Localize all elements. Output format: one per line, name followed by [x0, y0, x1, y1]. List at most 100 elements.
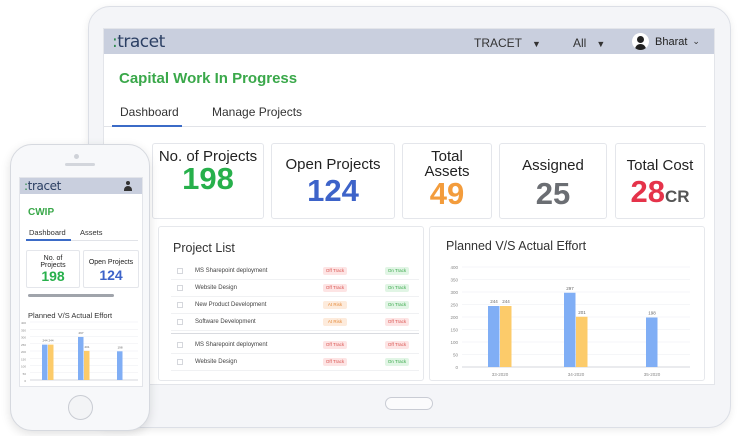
y-tick-label: 50 [23, 372, 27, 376]
data-label: 244 [490, 299, 498, 304]
chart-bar [646, 317, 658, 367]
tab-divider [104, 126, 706, 127]
y-tick-label: 200 [450, 315, 458, 320]
x-tick-label: 33-2020 [42, 386, 53, 387]
status-badge: On Track [385, 267, 409, 275]
mobile-tab-assets[interactable]: Assets [80, 228, 103, 237]
data-label: 198 [117, 345, 122, 349]
project-row[interactable]: Website Design Off Track On Track [171, 281, 419, 297]
tablet-home-button [385, 397, 433, 410]
y-tick-label: 50 [453, 353, 459, 358]
caret-down-icon: ▼ [596, 39, 606, 49]
chart-bar [564, 292, 576, 367]
status-badge: Off Track [385, 341, 409, 349]
y-tick-label: 350 [450, 278, 458, 283]
y-tick-label: 100 [450, 340, 458, 345]
chart-bar [488, 306, 500, 367]
kpi-label: Open Projects [285, 156, 381, 173]
row-checkbox[interactable] [177, 285, 183, 291]
phone-speaker [65, 163, 95, 166]
project-row[interactable]: Software Development At Risk Off Track [171, 315, 419, 331]
kpi-card-projects[interactable]: No. of Projects 198 [152, 143, 264, 219]
effort-chart-panel: Planned V/S Actual Effort 0 50 100 150 200 25… [429, 226, 705, 381]
desktop-screen: :tracet TRACET ▼ All ▼ Bharat ⌄ Capital Wo… [103, 28, 715, 385]
project-name: Software Development [195, 319, 256, 325]
project-row[interactable]: Website Design Off Track On Track [171, 355, 419, 371]
filter-select[interactable]: All ▼ [573, 36, 606, 50]
row-checkbox[interactable] [177, 268, 183, 274]
kpi-value: 49 [429, 176, 465, 211]
chart-bar [78, 336, 84, 380]
x-tick-label: 34-2020 [568, 372, 585, 377]
user-menu[interactable]: Bharat ⌄ [632, 32, 700, 51]
project-name: New Product Development [195, 302, 267, 308]
y-tick-label: 300 [450, 290, 458, 295]
mobile-screen: :tracet CWIP Dashboard Assets No. of Pro… [19, 177, 143, 387]
kpi-value: 198 [182, 161, 234, 196]
kpi-unit: CR [664, 187, 690, 206]
mobile-kpi-card-open-projects[interactable]: Open Projects 124 [83, 250, 139, 288]
project-row[interactable]: New Product Development At Risk On Track [171, 298, 419, 314]
tracet-logo[interactable]: :tracet [24, 179, 61, 193]
row-checkbox[interactable] [177, 319, 183, 325]
mobile-tab-dashboard[interactable]: Dashboard [29, 228, 66, 237]
user-name: Bharat [655, 35, 688, 48]
project-name: Website Design [195, 359, 237, 365]
user-avatar-icon [632, 33, 649, 50]
y-tick-label: 100 [21, 365, 26, 369]
mobile-tab-divider [26, 240, 138, 241]
kpi-card-open-projects[interactable]: Open Projects 124 [271, 143, 395, 219]
company-select[interactable]: TRACET ▼ [474, 36, 541, 50]
row-checkbox[interactable] [177, 359, 183, 365]
y-tick-label: 300 [21, 336, 26, 340]
effort-bar-chart: 0 50 100 150 200 250 300 350 400 244 244 33-2020 297… [450, 265, 690, 377]
status-badge: At Risk [323, 318, 347, 326]
tab-dashboard[interactable]: Dashboard [120, 105, 179, 119]
x-tick-label: 33-2020 [492, 372, 509, 377]
group-divider [171, 333, 419, 334]
chart-bar [117, 351, 123, 380]
kpi-card-total-assets[interactable]: Total Assets 49 [402, 143, 492, 219]
data-label: 201 [578, 310, 586, 315]
mobile-top-bar: :tracet [20, 178, 142, 194]
kpi-value: 124 [307, 173, 359, 208]
kpi-value: 25 [535, 176, 571, 211]
x-tick-label: 34-2020 [78, 386, 89, 387]
y-tick-label: 400 [450, 265, 458, 270]
kpi-label: No. of Projects [40, 255, 66, 269]
phone-camera [74, 154, 79, 159]
y-tick-label: 150 [21, 357, 26, 361]
y-tick-label: 400 [21, 321, 26, 325]
chart-title: Planned V/S Actual Effort [446, 239, 587, 253]
status-badge: Off Track [323, 284, 347, 292]
kpi-value: 28CR [630, 174, 690, 209]
tab-manage-projects[interactable]: Manage Projects [212, 105, 303, 119]
user-avatar-icon[interactable] [123, 181, 133, 191]
kpi-card-total-cost[interactable]: Total Cost 28CR [615, 143, 705, 219]
row-checkbox[interactable] [177, 342, 183, 348]
caret-down-icon: ▼ [532, 39, 541, 49]
kpi-card-assigned[interactable]: Assigned 25 [499, 143, 607, 219]
top-navigation-bar: :tracet TRACET ▼ All ▼ Bharat ⌄ [104, 29, 714, 54]
kpi-label: Assigned [522, 157, 584, 174]
project-row[interactable]: MS Sharepoint deployment Off Track Off Tra… [171, 338, 419, 354]
status-badge: On Track [385, 301, 409, 309]
panel-title: Project List [173, 241, 235, 255]
mobile-kpi-card-projects[interactable]: No. of Projects 198 [26, 250, 80, 288]
y-tick-label: 250 [21, 343, 26, 347]
horizontal-scrollbar[interactable] [28, 294, 114, 297]
status-badge: Off Track [385, 318, 409, 326]
status-badge: On Track [385, 358, 409, 366]
y-tick-label: 150 [450, 328, 458, 333]
data-label: 201 [84, 345, 89, 349]
x-tick-label: 35-2020 [114, 386, 125, 387]
mobile-active-tab-indicator [26, 239, 71, 241]
kpi-label: Total Assets [424, 148, 470, 180]
row-checkbox[interactable] [177, 302, 183, 308]
data-label: 244 [48, 339, 53, 343]
chart-bar [576, 316, 588, 367]
project-row[interactable]: MS Sharepoint deployment Off Track On Trac… [171, 264, 419, 280]
status-badge: Off Track [323, 358, 347, 366]
tracet-logo[interactable]: :tracet [112, 32, 165, 52]
